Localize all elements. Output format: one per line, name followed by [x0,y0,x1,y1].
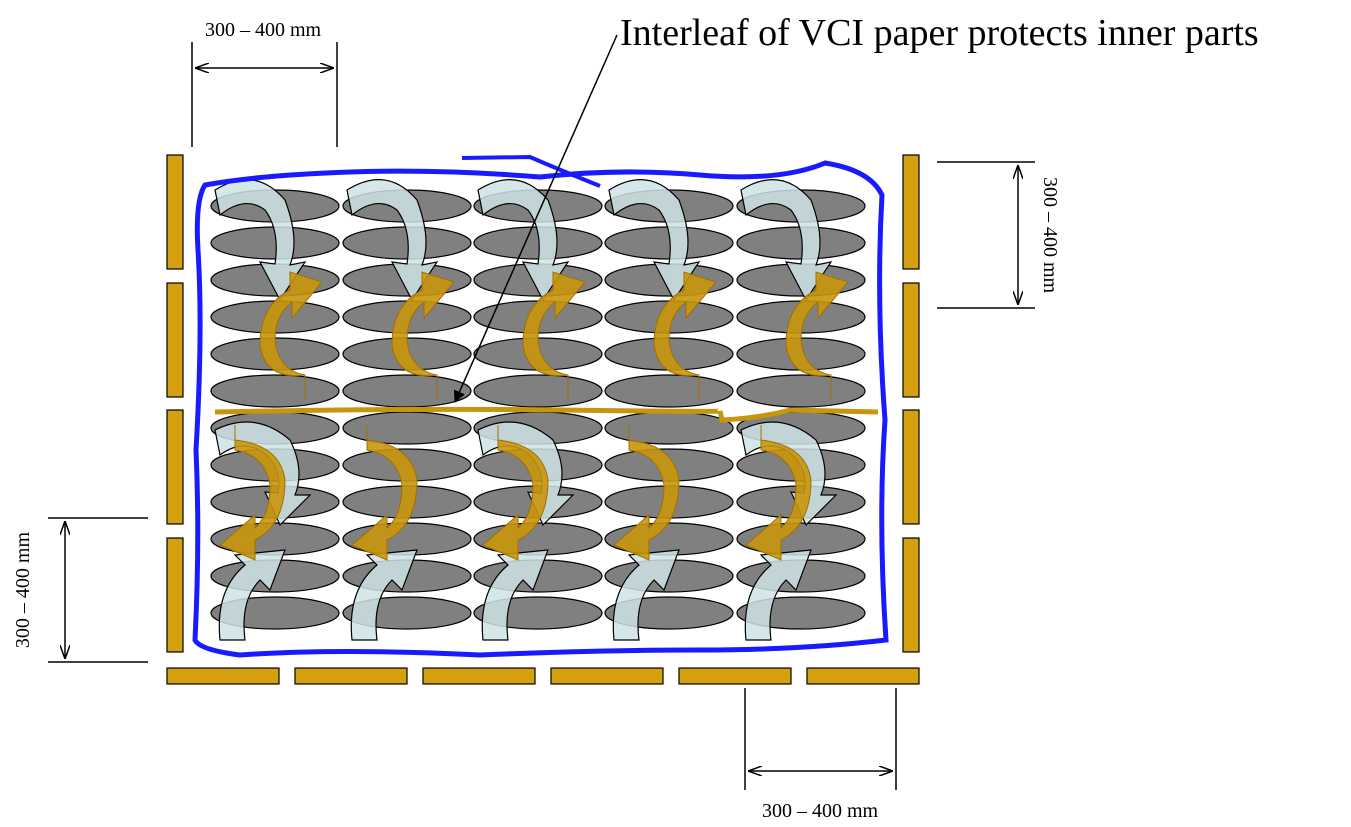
slat [294,667,408,685]
vci-arrow [259,271,323,400]
vci-arrow [613,425,680,561]
vci-arrow [653,271,717,400]
annotation-leader [453,34,618,403]
dimension-left [48,517,148,663]
vci-arrow [522,271,586,400]
vapor-flow-arrows [214,179,838,641]
dimension-right [937,161,1035,309]
vapor-arrow [477,179,570,302]
slat [166,282,184,398]
slat [166,154,184,270]
slat [166,667,280,685]
part [342,411,472,445]
dimension-bottom [744,688,897,790]
vci-flow-arrows [219,271,849,561]
vapor-arrow [481,549,549,641]
film-outline [192,160,889,658]
slat [166,537,184,653]
slat [902,154,920,270]
vapor-arrow [214,179,307,302]
vapor-arrow [218,549,286,641]
vci-arrow [785,271,849,400]
slat [806,667,920,685]
part [736,374,866,408]
vci-arrow [745,425,812,561]
dimension-top [191,42,338,147]
slat [678,667,792,685]
slat [550,667,664,685]
vci-arrow [482,425,549,561]
vapor-arrow [740,179,833,302]
slat [166,409,184,525]
dimension-label: 300 – 400 mm [762,800,879,822]
slat [422,667,536,685]
vapor-arrow [608,179,701,302]
dimension-label: 300 – 400 mm [1039,177,1061,294]
vci-arrow [351,425,418,561]
annotation: Interleaf of VCI paper protects inner pa… [620,12,1259,54]
vci-arrow [391,271,455,400]
film-overlap [461,154,601,188]
vapor-arrow [350,549,418,641]
vci-interleaf [214,406,879,423]
vapor-arrow [346,179,439,302]
vapor-arrow [744,549,812,641]
part [210,374,340,408]
part [473,374,603,408]
part [342,374,472,408]
vapor-arrow [612,549,680,641]
dimension-label: 300 – 400 mm [205,19,322,41]
slat [902,409,920,525]
dimension-label: 300 – 400 mm [12,532,34,649]
slat [902,537,920,653]
crate-slats [166,154,920,685]
part [604,411,734,445]
vci-arrow [219,425,286,561]
slat [902,282,920,398]
part [604,374,734,408]
